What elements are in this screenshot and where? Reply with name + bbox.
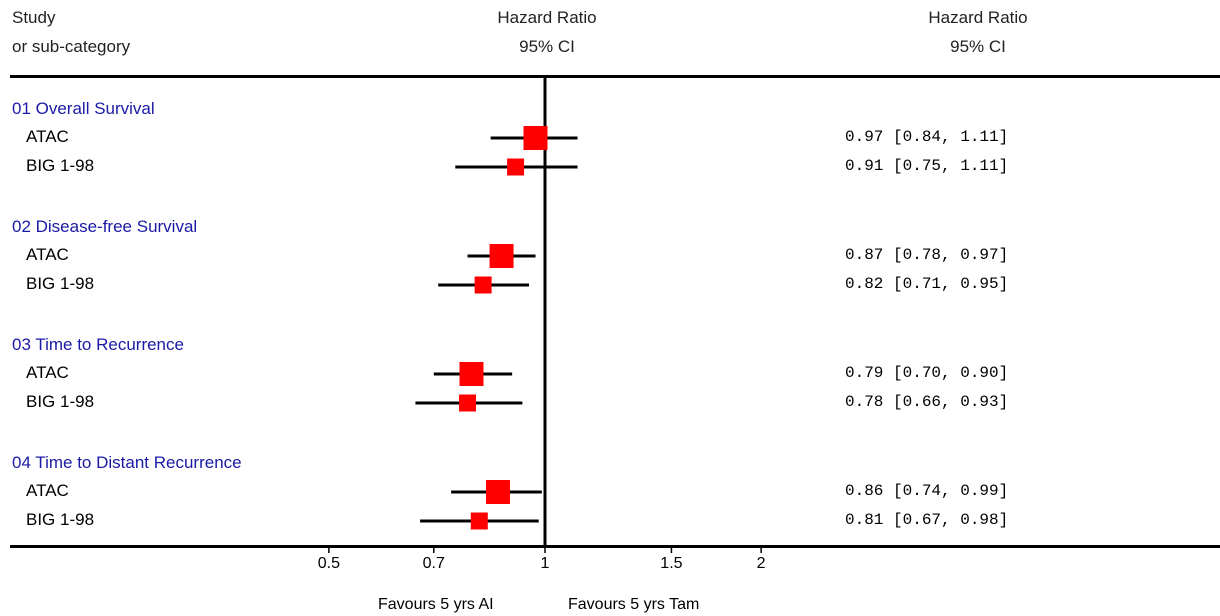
favours-left-label: Favours 5 yrs AI [378,596,494,613]
x-tick-label: 1 [540,555,550,572]
study-name: BIG 1-98 [26,156,95,175]
favours-right-label: Favours 5 yrs Tam [568,596,700,613]
column-header-ci-values: 95% CI [950,37,1006,56]
hr-marker [489,244,514,268]
hr-marker [485,480,510,504]
column-header-ci-plot: 95% CI [519,37,575,56]
column-header-study: Study [12,8,56,27]
hr-marker [507,158,525,176]
group-title: 03 Time to Recurrence [12,335,184,354]
x-tick-label: 2 [756,555,766,572]
ci-value-text: 0.82 [0.71, 0.95] [845,275,1009,293]
column-header-hazard-ratio-plot: Hazard Ratio [497,8,597,27]
study-name: BIG 1-98 [26,510,95,529]
ci-value-text: 0.87 [0.78, 0.97] [845,246,1009,264]
column-header-subcategory: or sub-category [12,37,131,56]
study-name: ATAC [26,127,69,146]
hr-marker [459,394,477,412]
hr-marker [523,126,548,150]
header-rule [10,75,1220,78]
axis-rule [10,545,1220,548]
x-tick-label: 0.5 [317,555,340,572]
hr-marker [474,276,492,294]
ci-value-text: 0.78 [0.66, 0.93] [845,393,1009,411]
hr-marker [459,362,484,386]
study-name: ATAC [26,245,69,264]
study-name: BIG 1-98 [26,392,95,411]
ci-value-text: 0.97 [0.84, 1.11] [845,128,1009,146]
ci-value-text: 0.79 [0.70, 0.90] [845,364,1009,382]
x-tick-label: 1.5 [660,555,683,572]
x-tick-label: 0.7 [422,555,445,572]
ci-value-text: 0.91 [0.75, 1.11] [845,157,1009,175]
group-title: 04 Time to Distant Recurrence [12,453,242,472]
study-name: ATAC [26,481,69,500]
study-name: BIG 1-98 [26,274,95,293]
column-header-hazard-ratio-values: Hazard Ratio [928,8,1028,27]
hr-marker [470,512,488,530]
study-name: ATAC [26,363,69,382]
group-title: 02 Disease-free Survival [12,217,198,236]
group-title: 01 Overall Survival [12,99,155,118]
ci-value-text: 0.81 [0.67, 0.98] [845,511,1009,529]
ci-value-text: 0.86 [0.74, 0.99] [845,482,1009,500]
